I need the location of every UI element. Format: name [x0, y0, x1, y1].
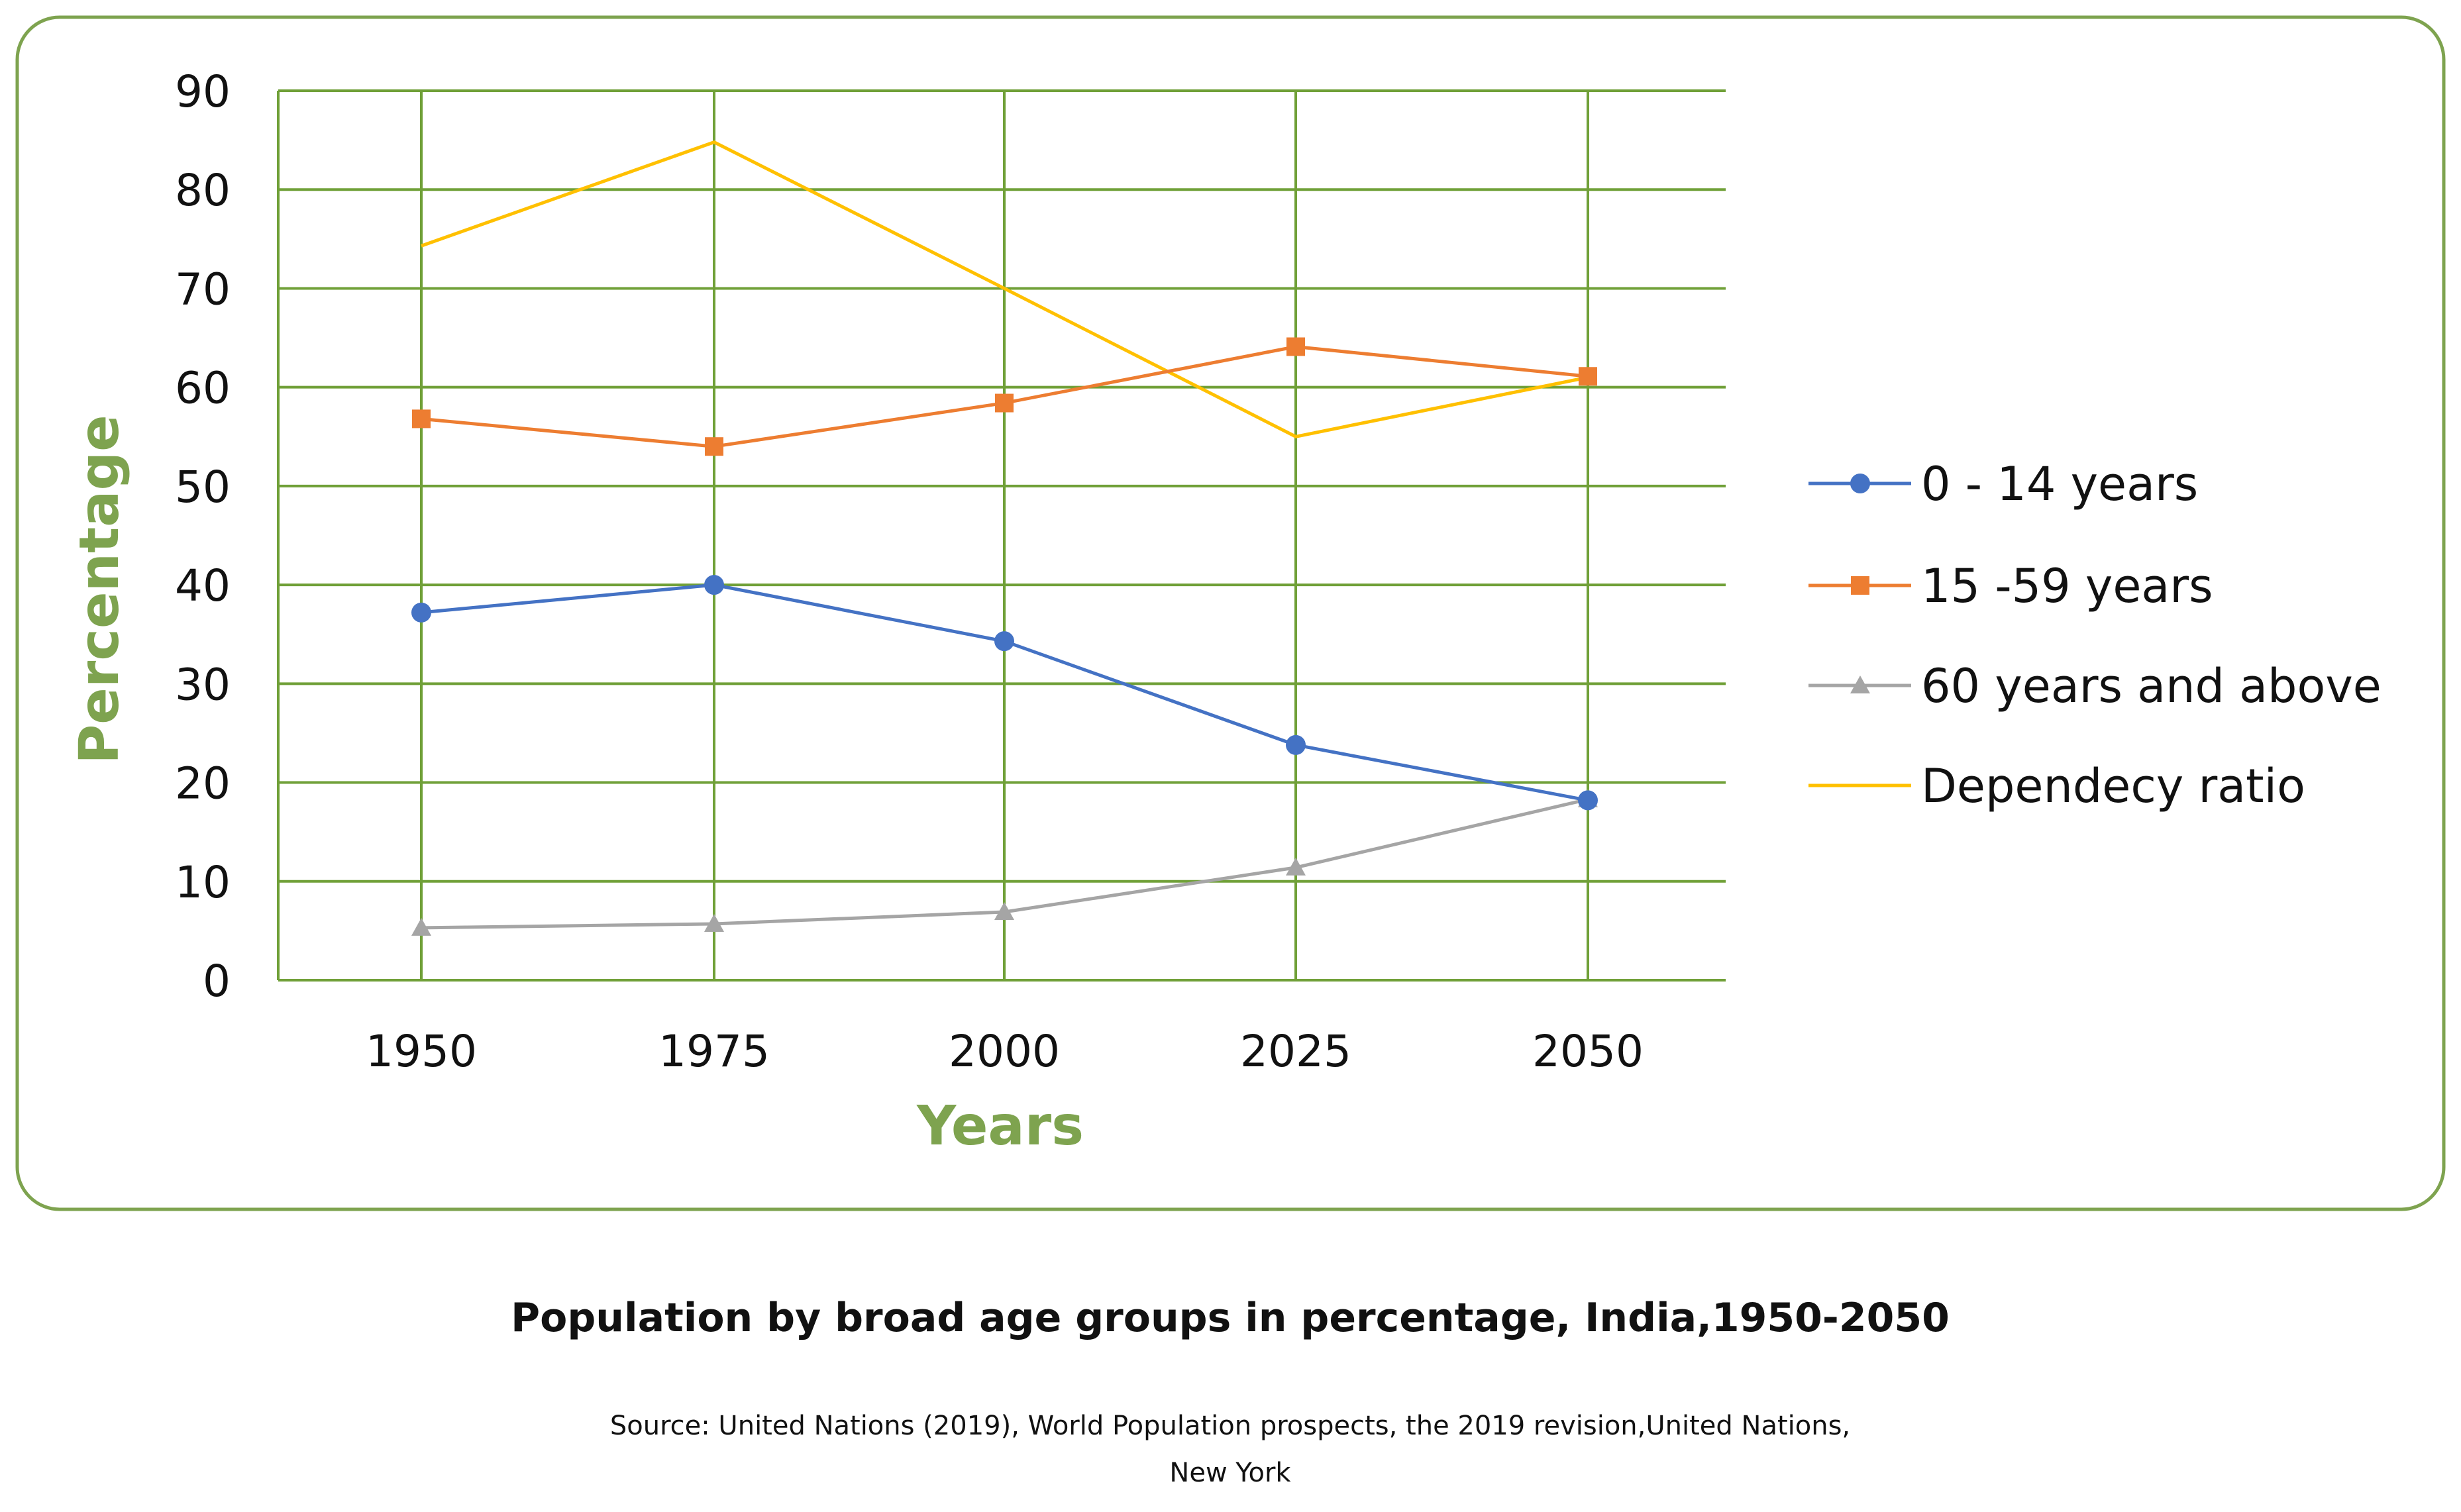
y-tick-label: 20	[175, 758, 231, 809]
data-point	[704, 913, 724, 932]
legend-marker	[1850, 474, 1870, 493]
legend-label: 60 years and above	[1921, 659, 2382, 713]
y-tick-label: 60	[175, 363, 231, 414]
y-axis-title: Percentage	[68, 415, 131, 764]
chart-title: Population by broad age groups in percen…	[511, 1295, 1950, 1341]
legend-marker	[1850, 676, 1870, 693]
y-tick-label: 10	[175, 857, 231, 908]
legend: 0 - 14 years 15 -59 years 60 years and abo…	[1808, 457, 2382, 813]
x-tick-label: 2050	[1532, 1026, 1644, 1077]
y-tick-label: 30	[175, 659, 231, 710]
data-point	[411, 917, 431, 936]
data-point	[1578, 790, 1598, 811]
y-tick-label: 0	[203, 956, 231, 1007]
data-point	[1579, 367, 1597, 386]
y-tick-label: 70	[175, 264, 231, 315]
source-line-1: Source: United Nations (2019), World Pop…	[610, 1411, 1850, 1441]
y-tick-label: 80	[175, 165, 231, 216]
data-point	[412, 409, 431, 428]
data-point	[1286, 857, 1306, 876]
y-tick-label: 40	[175, 560, 231, 611]
x-tick-labels: 1950 1975 2000 2025 2050	[366, 1026, 1644, 1077]
chart-frame	[15, 15, 2446, 1211]
data-point	[411, 602, 431, 623]
y-tick-label: 50	[175, 462, 231, 513]
legend-label: Dependecy ratio	[1921, 759, 2305, 813]
x-tick-label: 1950	[366, 1026, 477, 1077]
data-point	[994, 631, 1014, 652]
data-point	[995, 393, 1014, 413]
x-tick-label: 1975	[658, 1026, 770, 1077]
legend-label: 0 - 14 years	[1921, 457, 2198, 511]
legend-marker	[1851, 576, 1869, 595]
x-tick-label: 2000	[949, 1026, 1060, 1077]
data-point	[994, 902, 1014, 921]
y-tick-label: 90	[175, 66, 231, 117]
y-tick-labels: 0 10 20 30 40 50 60 70 80 90	[175, 66, 231, 1007]
series-line	[421, 140, 1589, 438]
data-point	[1286, 734, 1306, 755]
data-point	[705, 437, 723, 456]
x-tick-label: 2025	[1240, 1026, 1351, 1077]
series-markers	[411, 337, 1598, 936]
legend-label: 15 -59 years	[1921, 559, 2213, 613]
data-point	[704, 575, 724, 595]
source-line-2: New York	[1169, 1458, 1291, 1488]
x-axis-title: Years	[916, 1095, 1084, 1158]
gridlines	[277, 89, 1726, 982]
data-point	[1286, 337, 1305, 356]
